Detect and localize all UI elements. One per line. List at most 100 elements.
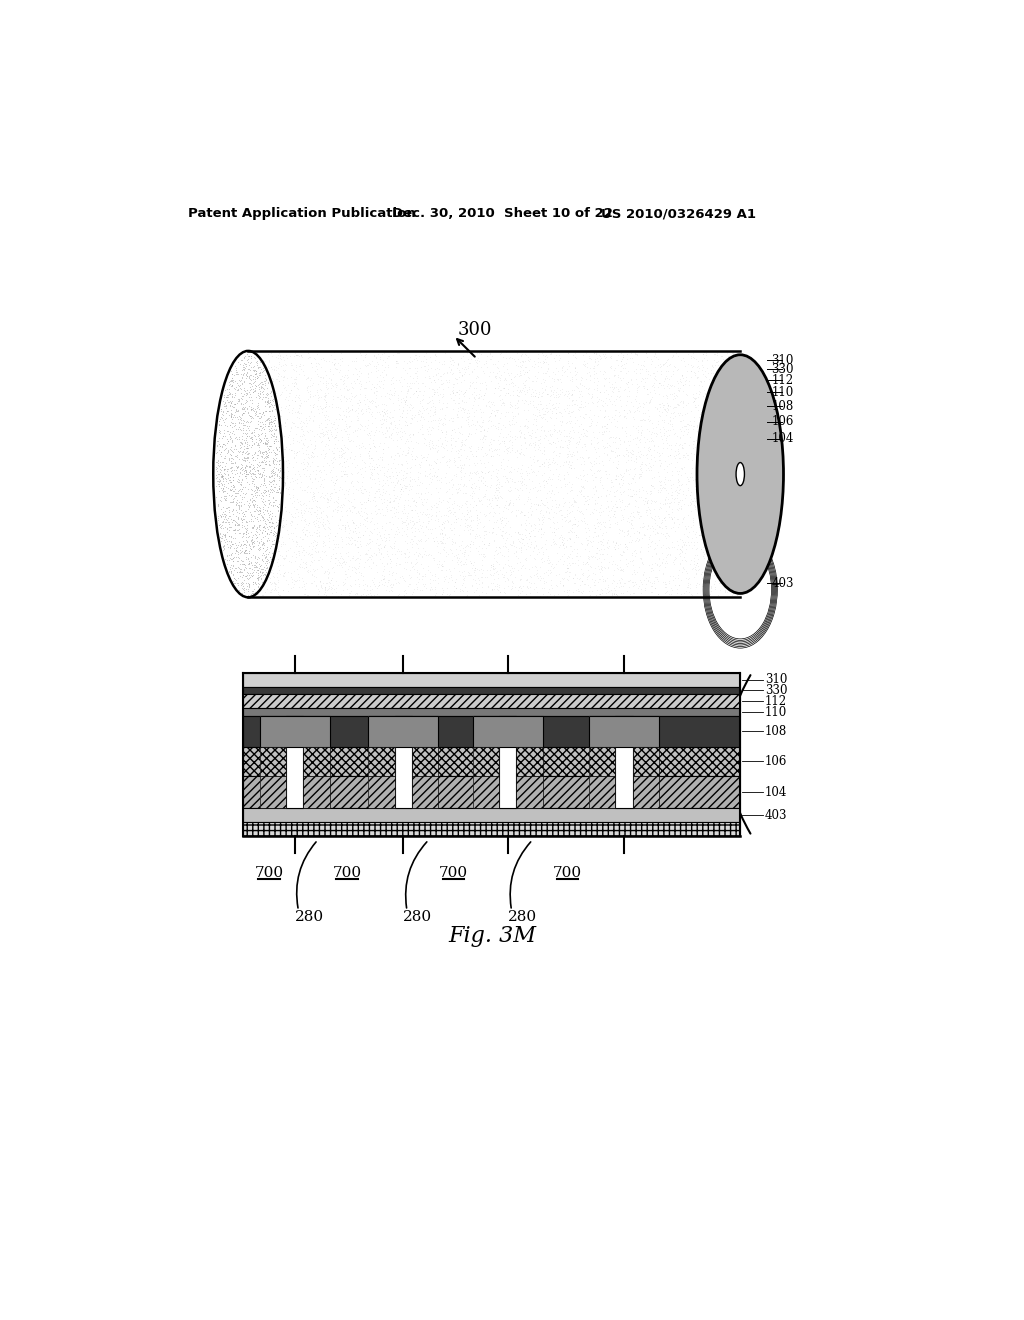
Point [214, 433, 230, 454]
Point [230, 379, 247, 400]
Point [532, 475, 549, 496]
Point [410, 385, 426, 407]
Point [352, 414, 369, 436]
Point [454, 579, 470, 601]
Point [342, 500, 358, 521]
Point [561, 355, 578, 376]
Ellipse shape [213, 351, 283, 598]
Point [441, 409, 458, 430]
Point [540, 565, 556, 586]
Point [257, 444, 273, 465]
Point [364, 529, 380, 550]
Point [677, 374, 693, 395]
Point [408, 496, 424, 517]
Point [253, 376, 269, 397]
Point [446, 492, 463, 513]
Point [601, 447, 617, 469]
Point [307, 459, 324, 480]
Point [706, 446, 722, 467]
Point [560, 492, 577, 513]
Point [246, 477, 262, 498]
Point [387, 416, 403, 437]
Point [623, 510, 639, 531]
Point [349, 363, 366, 384]
Point [512, 502, 528, 523]
Point [551, 455, 567, 477]
Point [217, 506, 233, 527]
Point [486, 512, 503, 533]
Point [257, 480, 273, 502]
Point [214, 451, 230, 473]
Point [660, 348, 677, 370]
Point [580, 378, 596, 399]
Point [548, 496, 564, 517]
Point [527, 409, 544, 430]
Point [592, 381, 608, 403]
Point [705, 491, 721, 512]
Point [336, 372, 352, 393]
Point [286, 372, 302, 393]
Point [232, 409, 249, 430]
Point [674, 434, 690, 455]
Point [696, 360, 713, 381]
Point [260, 519, 276, 540]
Point [214, 525, 230, 546]
Point [568, 363, 585, 384]
Point [231, 513, 248, 535]
Point [560, 553, 577, 574]
Point [422, 517, 438, 539]
Point [583, 348, 599, 370]
Point [428, 364, 444, 385]
Point [726, 554, 742, 576]
Point [255, 348, 271, 370]
Point [420, 545, 436, 566]
Point [618, 385, 635, 407]
Point [534, 385, 550, 407]
Point [479, 417, 496, 438]
Point [414, 503, 430, 524]
Point [232, 454, 249, 475]
Point [435, 512, 452, 533]
Point [685, 384, 701, 405]
Point [232, 574, 249, 595]
Point [244, 389, 260, 411]
Point [257, 364, 273, 385]
Point [230, 498, 247, 519]
Point [270, 478, 287, 499]
Point [574, 418, 591, 440]
Point [305, 536, 322, 557]
Point [632, 537, 648, 558]
Point [527, 385, 544, 407]
Point [606, 500, 623, 521]
Point [254, 465, 270, 486]
Point [263, 442, 280, 463]
Point [303, 433, 319, 454]
Point [475, 362, 492, 383]
Point [711, 404, 727, 425]
Point [558, 506, 574, 527]
Point [649, 523, 666, 544]
Point [304, 441, 321, 462]
Point [241, 496, 257, 517]
Point [269, 459, 286, 480]
Point [646, 396, 663, 417]
Point [555, 576, 571, 597]
Point [604, 550, 621, 572]
Point [327, 579, 343, 601]
Point [720, 474, 736, 495]
Point [257, 374, 273, 395]
Point [688, 554, 705, 576]
Point [517, 478, 534, 499]
Point [529, 393, 546, 414]
Point [224, 519, 241, 540]
Point [675, 437, 691, 458]
Point [707, 414, 723, 436]
Point [227, 513, 244, 535]
Point [394, 511, 411, 532]
Point [600, 557, 616, 578]
Point [611, 368, 628, 389]
Point [510, 355, 526, 376]
Point [355, 491, 372, 512]
Point [443, 359, 460, 380]
Point [295, 411, 311, 432]
